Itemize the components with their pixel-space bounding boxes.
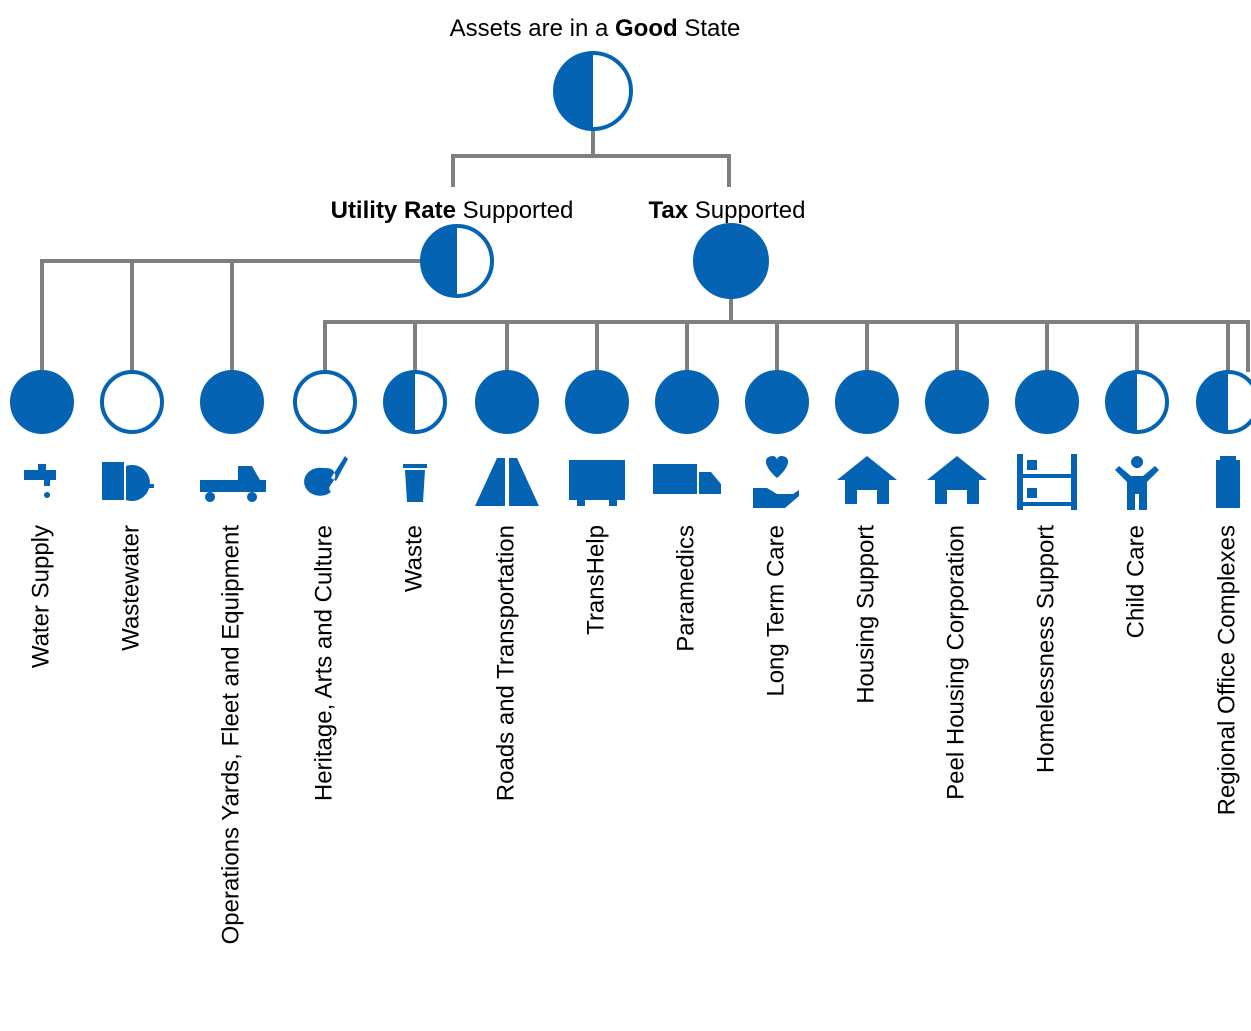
item-label: Regional Office Complexes: [1213, 525, 1240, 815]
title-part: Good: [615, 15, 678, 42]
icon: [200, 466, 266, 502]
circle: [475, 370, 539, 434]
group-label: Utility Rate Supported: [331, 197, 574, 224]
icon: [24, 464, 56, 498]
title-part: State: [678, 15, 741, 42]
rating-circle: [475, 370, 539, 434]
item-label: Operations Yards, Fleet and Equipment: [217, 525, 244, 945]
circle: [293, 370, 357, 434]
item-label: Child Care: [1122, 525, 1149, 638]
rating-circle: [1105, 370, 1169, 434]
half-fill: [555, 53, 593, 129]
item-label: Wastewater: [117, 525, 144, 651]
icon: [304, 456, 348, 496]
root-title: Assets are in a Good State: [450, 15, 741, 42]
circle: [10, 370, 74, 434]
rating-circle: [925, 370, 989, 434]
rating-circle: [10, 370, 74, 434]
item-label: Roads and Transportation: [492, 525, 519, 801]
group-label: Tax Supported: [649, 197, 806, 224]
label-part: Supported: [688, 197, 805, 224]
item-label: Heritage, Arts and Culture: [310, 525, 337, 801]
icon: [753, 456, 799, 508]
rating-circle: [655, 370, 719, 434]
item-label: Waste: [400, 525, 427, 592]
circle: [565, 370, 629, 434]
icon: [403, 464, 427, 502]
icon: [837, 456, 897, 504]
circle: [745, 370, 809, 434]
item-label: Water Supply: [27, 525, 54, 668]
label-part: Supported: [456, 197, 573, 224]
label-part: Tax: [649, 197, 689, 224]
circle: [835, 370, 899, 434]
circle: [693, 223, 769, 299]
icon: [475, 458, 539, 506]
half-fill: [422, 226, 457, 296]
rating-circle: [1015, 370, 1079, 434]
item-label: Paramedics: [672, 525, 699, 652]
rating-circle: [200, 370, 264, 434]
icon: [102, 462, 154, 501]
rating-circle: [745, 370, 809, 434]
half-fill: [1107, 372, 1137, 432]
title-part: Assets are in a: [450, 15, 615, 42]
half-fill: [1198, 372, 1228, 432]
circle: [655, 370, 719, 434]
rating-circle: [553, 51, 633, 131]
connectors: [40, 129, 1250, 372]
rating-circle: [100, 370, 164, 434]
rating-circle: [383, 370, 447, 434]
circle: [100, 370, 164, 434]
icon: [1216, 456, 1240, 508]
icon: [1017, 454, 1077, 510]
icon: [569, 460, 625, 506]
circle: [1015, 370, 1079, 434]
icon: [1115, 456, 1159, 510]
rating-circle: [835, 370, 899, 434]
icon: [927, 456, 987, 504]
item-label: Housing Support: [852, 525, 879, 704]
label-part: Utility Rate: [331, 197, 456, 224]
circle: [200, 370, 264, 434]
rating-circle: [420, 224, 494, 298]
item-label: TransHelp: [582, 525, 609, 635]
item-label: Homelessness Support: [1032, 525, 1059, 773]
rating-circle: [1196, 370, 1251, 434]
half-fill: [385, 372, 415, 432]
icon: [653, 464, 721, 494]
circle: [925, 370, 989, 434]
item-label: Long Term Care: [762, 525, 789, 697]
rating-circle: [693, 223, 769, 299]
item-label: Peel Housing Corporation: [942, 525, 969, 800]
rating-circle: [565, 370, 629, 434]
rating-circle: [293, 370, 357, 434]
